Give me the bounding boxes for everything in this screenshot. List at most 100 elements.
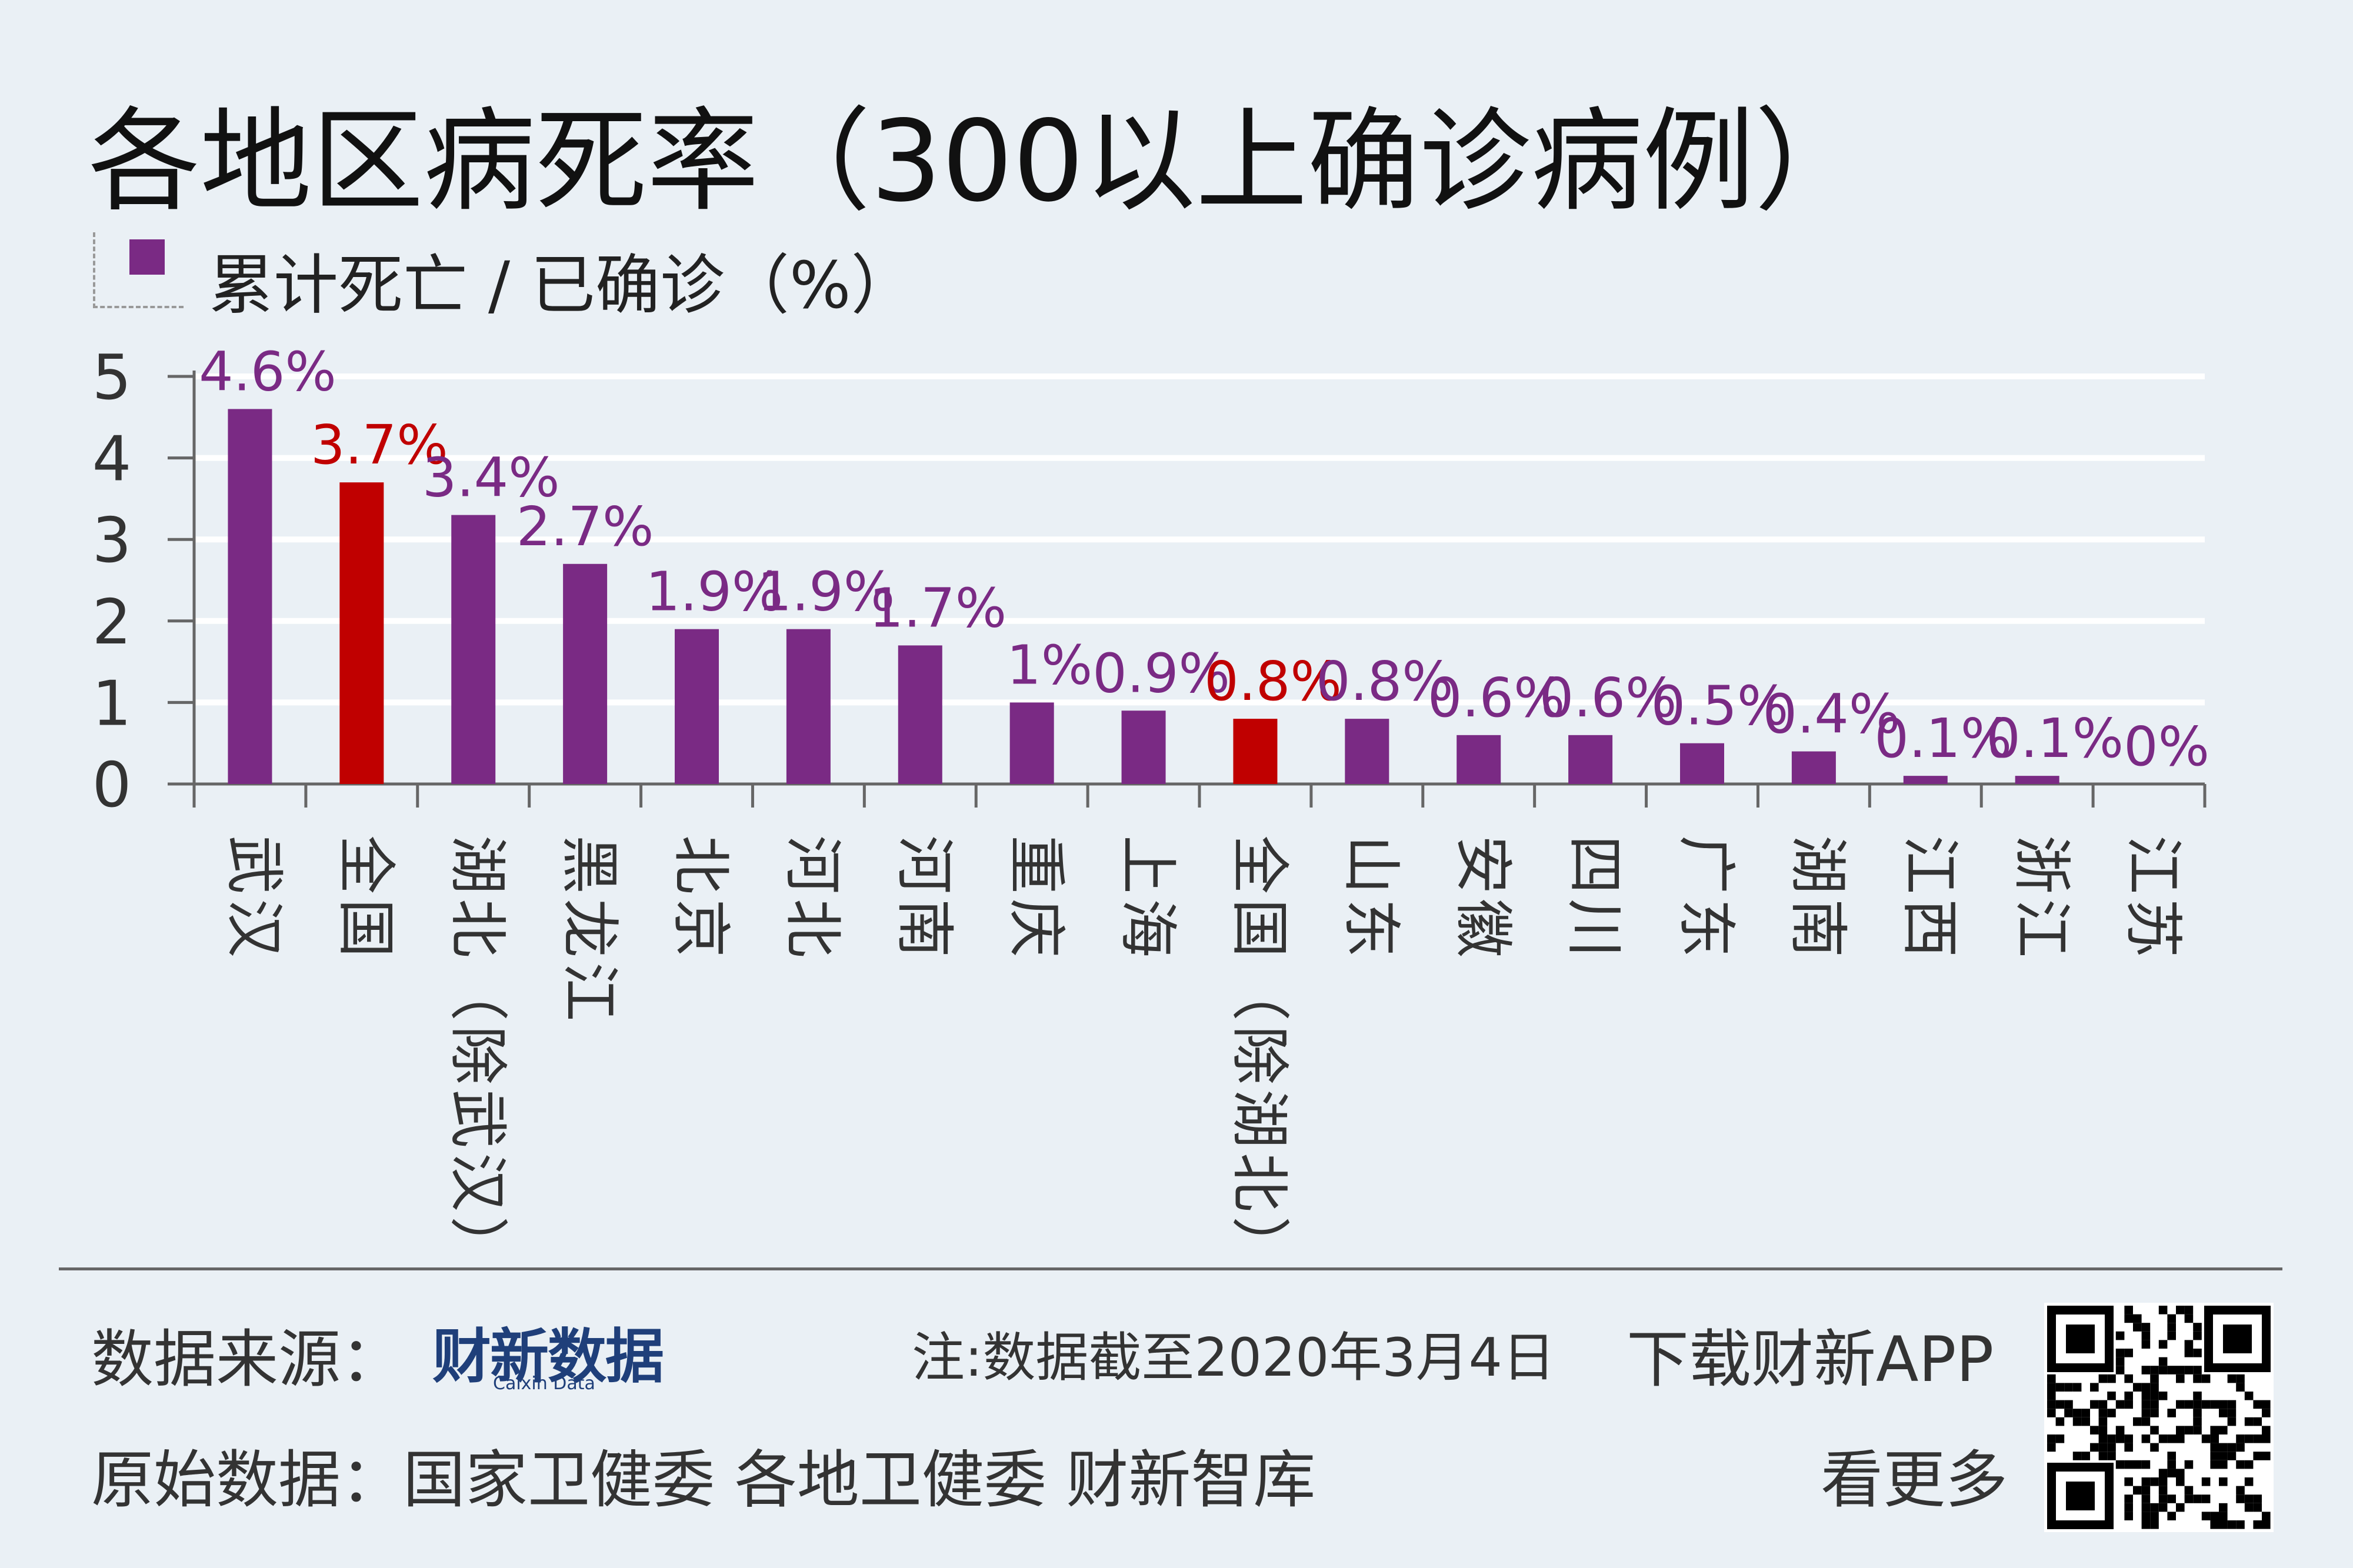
qr-module (2150, 1426, 2159, 1434)
legend-label: 累计死亡 / 已确诊（%） (209, 248, 916, 323)
x-tick-label-char: 国 (1225, 899, 1294, 958)
data-label: 0.8% (1316, 650, 1454, 713)
bar (1680, 743, 1724, 784)
qr-module (2227, 1400, 2237, 1409)
legend-swatch (129, 239, 165, 275)
qr-module (2124, 1306, 2133, 1315)
bar (1233, 719, 1278, 784)
x-tick-label-char: 东 (1337, 899, 1405, 958)
qr-module (2150, 1400, 2159, 1409)
qr-module (2210, 1443, 2219, 1452)
data-label: 0.8% (1204, 650, 1342, 713)
qr-module (2158, 1503, 2168, 1512)
qr-module (2167, 1366, 2176, 1374)
qr-module (2141, 1323, 2151, 1332)
qr-module (2141, 1409, 2151, 1417)
qr-module (2098, 1409, 2108, 1417)
qr-module (2236, 1460, 2245, 1469)
qr-module (2210, 1460, 2219, 1469)
qr-module (2253, 1520, 2262, 1529)
qr-module (2167, 1494, 2176, 1503)
see-more-link[interactable]: 看更多 (1821, 1444, 2008, 1516)
qr-module (2098, 1443, 2108, 1452)
qr-module (2236, 1520, 2245, 1529)
data-label: 0.1% (1986, 707, 2124, 770)
qr-module (2115, 1357, 2125, 1366)
qr-module (2210, 1400, 2219, 1409)
qr-module (2158, 1357, 2168, 1366)
qr-module (2210, 1434, 2219, 1443)
x-tick-label-char: 武 (443, 1089, 512, 1148)
qr-module (2210, 1512, 2219, 1520)
qr-module (2150, 1374, 2159, 1383)
qr-module (2107, 1443, 2116, 1452)
qr-module (2184, 1314, 2194, 1323)
qr-module (2124, 1400, 2133, 1409)
x-tick-label-char: 海 (1114, 899, 1182, 958)
qr-module (2124, 1503, 2133, 1512)
bar (1457, 735, 1501, 784)
data-label: 0.4% (1763, 683, 1901, 746)
qr-module (2141, 1331, 2151, 1340)
qr-module (2098, 1426, 2108, 1434)
qr-module (2193, 1323, 2202, 1332)
qr-module (2219, 1503, 2228, 1512)
source-label: 数据来源： (91, 1323, 403, 1396)
qr-module (2219, 1400, 2228, 1409)
x-tick-label-char: （ (1225, 962, 1294, 1021)
x-tick-label-char: 上 (1114, 835, 1182, 894)
qr-module (2090, 1443, 2099, 1452)
qr-module (2193, 1400, 2202, 1409)
qr-module (2141, 1486, 2151, 1495)
qr-module (2055, 1400, 2065, 1409)
qr-module (2133, 1323, 2142, 1332)
x-tick-label-char: 江 (2007, 899, 2076, 958)
data-label: 0.9% (1092, 642, 1230, 705)
x-tick-label-char: 北 (443, 899, 512, 958)
qr-module (2167, 1314, 2176, 1323)
qr-module (2262, 1512, 2271, 1520)
x-tick-label-char: 苏 (2119, 899, 2188, 958)
qr-module (2219, 1512, 2228, 1520)
qr-module (2081, 1452, 2090, 1460)
qr-module (2176, 1366, 2185, 1374)
qr-module (2219, 1520, 2228, 1529)
qr-module (2124, 1494, 2133, 1503)
qr-module (2219, 1443, 2228, 1452)
qr-module (2244, 1417, 2254, 1426)
qr-module (2150, 1503, 2159, 1512)
qr-module (2090, 1426, 2099, 1434)
qr-code-icon[interactable] (2044, 1303, 2274, 1532)
qr-module (2150, 1520, 2159, 1529)
qr-module (2115, 1400, 2125, 1409)
qr-module (2244, 1494, 2254, 1503)
qr-module (2064, 1409, 2073, 1417)
qr-module (2184, 1486, 2194, 1495)
x-tick-label-char: 全 (1225, 835, 1294, 894)
qr-module (2133, 1460, 2142, 1469)
qr-module (2098, 1374, 2108, 1383)
download-app-link[interactable]: 下载财新APP (1627, 1323, 1994, 1396)
qr-module (2176, 1374, 2185, 1383)
x-tick-label-char: 南 (890, 899, 959, 958)
x-tick-label-char: 江 (1895, 835, 1964, 894)
bar (2015, 776, 2059, 784)
x-tick-label-char: 湖 (443, 835, 512, 894)
x-tick-label-char: 安 (1448, 835, 1517, 894)
qr-module (2193, 1366, 2202, 1374)
qr-module (2167, 1469, 2176, 1477)
data-label: 1% (1006, 633, 1092, 696)
y-tick-label: 3 (92, 505, 132, 576)
qr-module (2236, 1443, 2245, 1452)
qr-module (2115, 1331, 2125, 1340)
qr-module (2066, 1325, 2095, 1353)
data-label: 0.6% (1428, 666, 1565, 729)
qr-module (2141, 1383, 2151, 1392)
qr-module (2193, 1417, 2202, 1426)
qr-module (2158, 1340, 2168, 1349)
qr-module (2253, 1434, 2262, 1443)
x-tick-label-char: 汉 (443, 1153, 512, 1212)
qr-module (2244, 1460, 2254, 1469)
raw-data-source: 原始数据：国家卫健委 各地卫健委 财新智库 (91, 1444, 1316, 1516)
qr-module (2262, 1409, 2271, 1417)
